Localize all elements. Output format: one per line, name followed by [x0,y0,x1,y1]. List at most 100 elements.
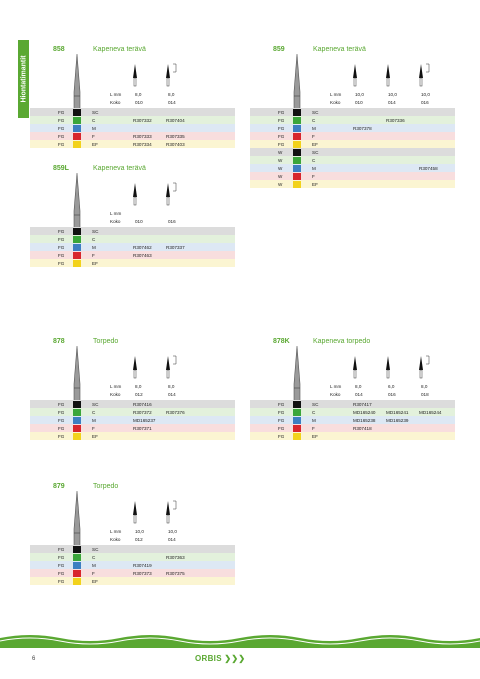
grit-code: EF [92,141,98,147]
table-row: FG M MD165238 MD165239 [250,416,455,424]
shank-type: FG [58,133,65,139]
article-code: R307335 [166,133,185,139]
shank-type: FG [58,409,65,415]
shank-type: W [278,149,283,155]
grit-code: C [312,117,316,123]
table-row: FG M MD165237 [30,416,235,424]
table-row: FG F R307463 [30,251,235,259]
grit-code: M [312,417,316,423]
bur-icon [166,500,177,524]
grit-code: SC [92,228,99,234]
koko-value: 014 [388,100,396,105]
grit-code: C [312,409,316,415]
shank-type: FG [278,433,285,439]
koko-label: Koko [110,219,121,224]
table-row: FG F R307333 R307335 [30,132,235,140]
lmm-label: L mm [330,92,342,97]
table-row: FG M [30,124,235,132]
sidebar-label: Hiontatimantit [20,55,27,103]
shank-type: FG [278,141,285,147]
table-row: W SC [250,148,455,156]
product-name: Torpedo [93,483,119,490]
bur-icon [133,501,137,524]
lmm-value: 8,0 [168,92,175,97]
lmm-value: 10,0 [388,92,397,97]
lmm-value: 6,0 [388,384,395,389]
grit-code: M [92,244,96,250]
lmm-label: L mm [110,92,122,97]
shank-type: FG [58,244,65,250]
bur-icon [419,63,430,87]
grit-swatch [293,140,301,148]
bur-icon [386,356,390,379]
article-code: MD165244 [419,409,442,415]
table-row: FG M R307378 [250,124,455,132]
grit-code: F [92,570,95,576]
article-code: R307337 [166,244,185,250]
article-code: R307404 [166,117,185,123]
koko-value: 010 [135,219,143,224]
article-code: R307463 [133,252,152,258]
logo: ORBIS ❯❯❯ [195,654,246,663]
grit-code: EF [312,141,318,147]
table-row: FG SC R307416 [30,400,235,408]
grit-swatch [73,577,81,585]
table-row: FG SC R307417 [250,400,455,408]
product-code: 858 [53,46,65,53]
product-section: 859L Kapeneva terävä L mm Koko 010 016 FG SC FG C… [30,165,235,267]
bur-icon [133,183,137,206]
table-row: FG F R307418 [250,424,455,432]
grit-swatch [293,408,301,416]
product-section: 859 Kapeneva terävä L mm Koko 10,0 010 10,0 014… [250,46,455,188]
lmm-value: 10,0 [355,92,364,97]
table-row: FG C R307372 R307376 [30,408,235,416]
grit-swatch [293,148,301,156]
article-code: MD165238 [353,417,376,423]
grit-code: EF [92,433,98,439]
bur-icon [166,355,177,379]
grit-swatch [73,553,81,561]
bur-icon [419,355,430,379]
koko-value: 014 [355,392,363,397]
article-code: R307371 [133,425,152,431]
shank-type: FG [278,117,285,123]
bur-icon [133,64,137,87]
table-row: FG F R307371 [30,424,235,432]
koko-value: 010 [135,100,143,105]
grit-code: C [92,117,96,123]
bur-icon [386,64,390,87]
grit-code: M [92,125,96,131]
shank-type: FG [58,554,65,560]
grit-swatch [73,400,81,408]
grit-code: C [92,236,96,242]
shank-type: FG [58,417,65,423]
grit-code: SC [92,401,99,407]
koko-value: 016 [168,219,176,224]
table-row: FG SC [30,545,235,553]
article-code: R307375 [166,570,185,576]
grit-swatch [293,416,301,424]
grit-swatch [293,116,301,124]
lmm-label: L mm [110,529,122,534]
article-code: R307416 [133,401,152,407]
article-code: R307333 [133,133,152,139]
grit-swatch [293,156,301,164]
table-row: FG EF R307334 R307403 [30,140,235,148]
shank-type: FG [58,117,65,123]
grit-swatch [293,400,301,408]
shank-type: FG [58,570,65,576]
koko-value: 012 [135,392,143,397]
product-section: 878K Kapeneva torpedo L mm Koko 8,0 014 6,0 016… [250,338,455,440]
shank-type: FG [58,401,65,407]
lmm-value: 8,0 [135,92,142,97]
product-code: 859L [53,165,69,172]
koko-value: 018 [421,392,429,397]
grit-code: EF [312,433,318,439]
grit-swatch [73,408,81,416]
grit-swatch [73,424,81,432]
koko-value: 016 [421,100,429,105]
product-section: 858 Kapeneva terävä L mm Koko 8,0 010 8,0 014 FG… [30,46,235,148]
table-row: W M R307458 [250,164,455,172]
grit-code: F [92,133,95,139]
article-code: MD165241 [386,409,409,415]
